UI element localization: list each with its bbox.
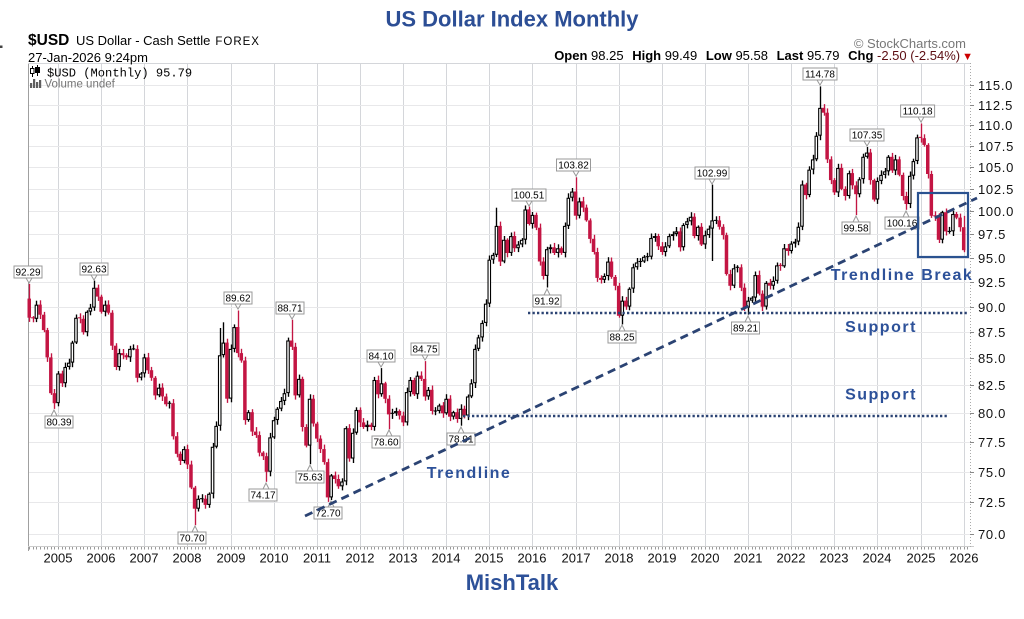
svg-text:2015: 2015: [475, 551, 504, 566]
svg-text:89.21: 89.21: [733, 324, 758, 335]
svg-text:2005: 2005: [44, 551, 73, 566]
svg-text:82.5: 82.5: [978, 378, 1006, 393]
svg-text:110.18: 110.18: [903, 107, 933, 118]
svg-text:95.0: 95.0: [978, 251, 1006, 266]
svg-text:2010: 2010: [260, 551, 289, 566]
svg-text:114.78: 114.78: [805, 70, 835, 81]
svg-text:92.5: 92.5: [978, 275, 1006, 290]
svg-text:100.0: 100.0: [978, 204, 1014, 219]
svg-text:110.0: 110.0: [978, 118, 1013, 133]
svg-text:100.51: 100.51: [514, 191, 545, 202]
svg-text:99.58: 99.58: [843, 224, 868, 235]
svg-text:72.70: 72.70: [315, 509, 340, 520]
svg-text:2026: 2026: [950, 551, 979, 566]
svg-text:84.75: 84.75: [412, 345, 437, 356]
svg-text:74.17: 74.17: [250, 491, 275, 502]
svg-text:2025: 2025: [907, 551, 936, 566]
svg-text:75.0: 75.0: [978, 465, 1006, 480]
svg-text:75.63: 75.63: [297, 473, 322, 484]
svg-text:© StockCharts.com: © StockCharts.com: [854, 36, 966, 51]
svg-text:103.82: 103.82: [558, 161, 589, 172]
svg-text:87.5: 87.5: [978, 325, 1006, 340]
svg-text:77.5: 77.5: [978, 435, 1006, 450]
svg-text:80.39: 80.39: [46, 418, 71, 429]
svg-text:102.5: 102.5: [978, 182, 1014, 197]
svg-text:2016: 2016: [518, 551, 547, 566]
svg-text:$USD (Monthly) 95.79: $USD (Monthly) 95.79: [47, 67, 192, 81]
svg-text:112.5: 112.5: [978, 98, 1013, 113]
svg-text:2006: 2006: [87, 551, 116, 566]
svg-text:91.92: 91.92: [534, 297, 559, 308]
svg-text:2012: 2012: [346, 551, 375, 566]
svg-text:US Dollar Index Monthly: US Dollar Index Monthly: [385, 7, 639, 32]
svg-text:107.35: 107.35: [852, 131, 883, 142]
svg-text:107.5: 107.5: [978, 139, 1014, 154]
svg-text:70.70: 70.70: [179, 534, 204, 545]
svg-text:2021: 2021: [734, 551, 763, 566]
svg-text:Trendline: Trendline: [427, 465, 512, 482]
svg-text:92.63: 92.63: [81, 265, 106, 276]
svg-text:2023: 2023: [820, 551, 849, 566]
svg-text:88.25: 88.25: [609, 333, 634, 344]
svg-text:2019: 2019: [648, 551, 677, 566]
svg-text:Trendline Break: Trendline Break: [831, 267, 974, 284]
svg-text:88.71: 88.71: [277, 304, 302, 315]
svg-text:2009: 2009: [217, 551, 246, 566]
svg-text:100.16: 100.16: [887, 219, 918, 230]
svg-text:78.91: 78.91: [448, 435, 473, 446]
svg-text:105.0: 105.0: [978, 160, 1014, 175]
svg-text:2017: 2017: [562, 551, 591, 566]
svg-text:2008: 2008: [173, 551, 202, 566]
svg-text:2022: 2022: [777, 551, 806, 566]
svg-text:Volume undef: Volume undef: [45, 79, 116, 91]
svg-text:2011: 2011: [303, 551, 331, 566]
svg-text:27-Jan-2026 9:24pm: 27-Jan-2026 9:24pm: [28, 50, 148, 65]
svg-text:84.10: 84.10: [368, 352, 393, 363]
svg-text:Support: Support: [845, 387, 917, 404]
svg-text:97.5: 97.5: [978, 227, 1006, 242]
svg-text:2007: 2007: [130, 551, 159, 566]
svg-text:90.0: 90.0: [978, 300, 1006, 315]
svg-text:78.60: 78.60: [373, 438, 398, 449]
svg-text:92.29: 92.29: [15, 268, 40, 279]
svg-text:Open 98.25 High 99.49 Low 95.5: Open 98.25 High 99.49 Low 95.58 Last 95.…: [554, 48, 973, 63]
svg-text:2024: 2024: [863, 551, 892, 566]
svg-text:80.0: 80.0: [978, 406, 1006, 421]
svg-text:115.0: 115.0: [978, 78, 1013, 93]
svg-text:102.99: 102.99: [697, 169, 728, 180]
svg-text:70.0: 70.0: [978, 527, 1006, 542]
svg-text:2014: 2014: [432, 551, 461, 566]
svg-text:MishTalk: MishTalk: [466, 570, 559, 595]
svg-text:89.62: 89.62: [225, 294, 250, 305]
svg-text:2020: 2020: [691, 551, 720, 566]
svg-text:85.0: 85.0: [978, 351, 1006, 366]
svg-text:72.5: 72.5: [978, 495, 1006, 510]
svg-text:2018: 2018: [605, 551, 634, 566]
svg-text:2013: 2013: [389, 551, 418, 566]
svg-text:Support: Support: [845, 319, 917, 336]
